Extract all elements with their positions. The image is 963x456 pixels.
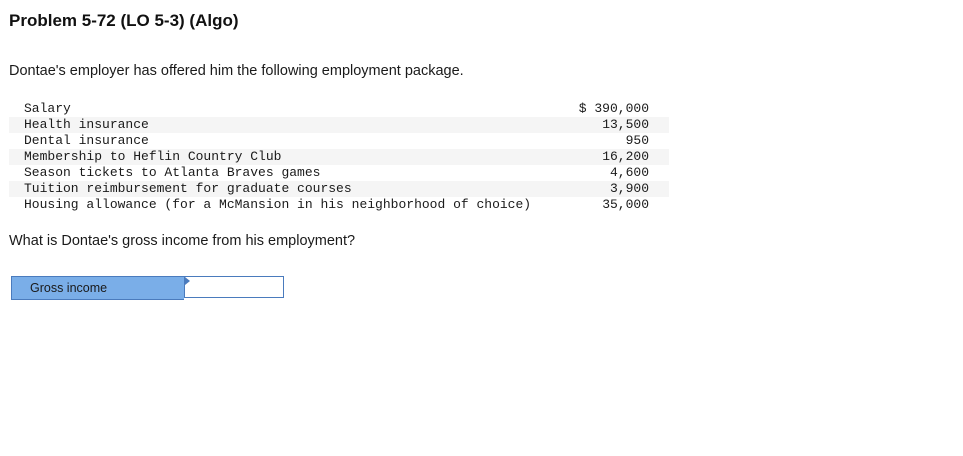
package-item-amount: $ 390,000 [578,101,649,116]
package-row: Salary $ 390,000 [9,101,669,117]
package-item-amount: 950 [625,133,649,148]
package-item-label: Membership to Heflin Country Club [24,149,282,164]
package-row: Housing allowance (for a McMansion in hi… [9,197,669,213]
package-item-label: Health insurance [24,117,149,132]
package-item-label: Tuition reimbursement for graduate cours… [24,181,352,196]
gross-income-label: Gross income [11,276,184,300]
gross-income-input[interactable] [184,276,284,298]
package-item-label: Housing allowance (for a McMansion in hi… [24,197,532,212]
package-item-amount: 35,000 [602,197,649,212]
package-item-label: Dental insurance [24,133,149,148]
gross-income-answer-row: Gross income [11,276,284,300]
package-item-amount: 3,900 [609,181,649,196]
employment-package-table: Salary $ 390,000 Health insurance 13,500… [9,101,669,213]
package-row: Season tickets to Atlanta Braves games 4… [9,165,669,181]
problem-question: What is Dontae's gross income from his e… [9,233,356,249]
gross-income-input-wrapper [184,276,284,300]
package-row: Dental insurance 950 [9,133,669,149]
package-item-amount: 16,200 [602,149,649,164]
package-item-label: Salary [24,101,71,116]
problem-title: Problem 5-72 (LO 5-3) (Algo) [9,11,239,30]
package-item-amount: 13,500 [602,117,649,132]
package-row: Tuition reimbursement for graduate cours… [9,181,669,197]
problem-intro: Dontae's employer has offered him the fo… [9,63,464,79]
package-row: Health insurance 13,500 [9,117,669,133]
package-row: Membership to Heflin Country Club 16,200 [9,149,669,165]
package-item-label: Season tickets to Atlanta Braves games [24,165,321,180]
package-item-amount: 4,600 [609,165,649,180]
